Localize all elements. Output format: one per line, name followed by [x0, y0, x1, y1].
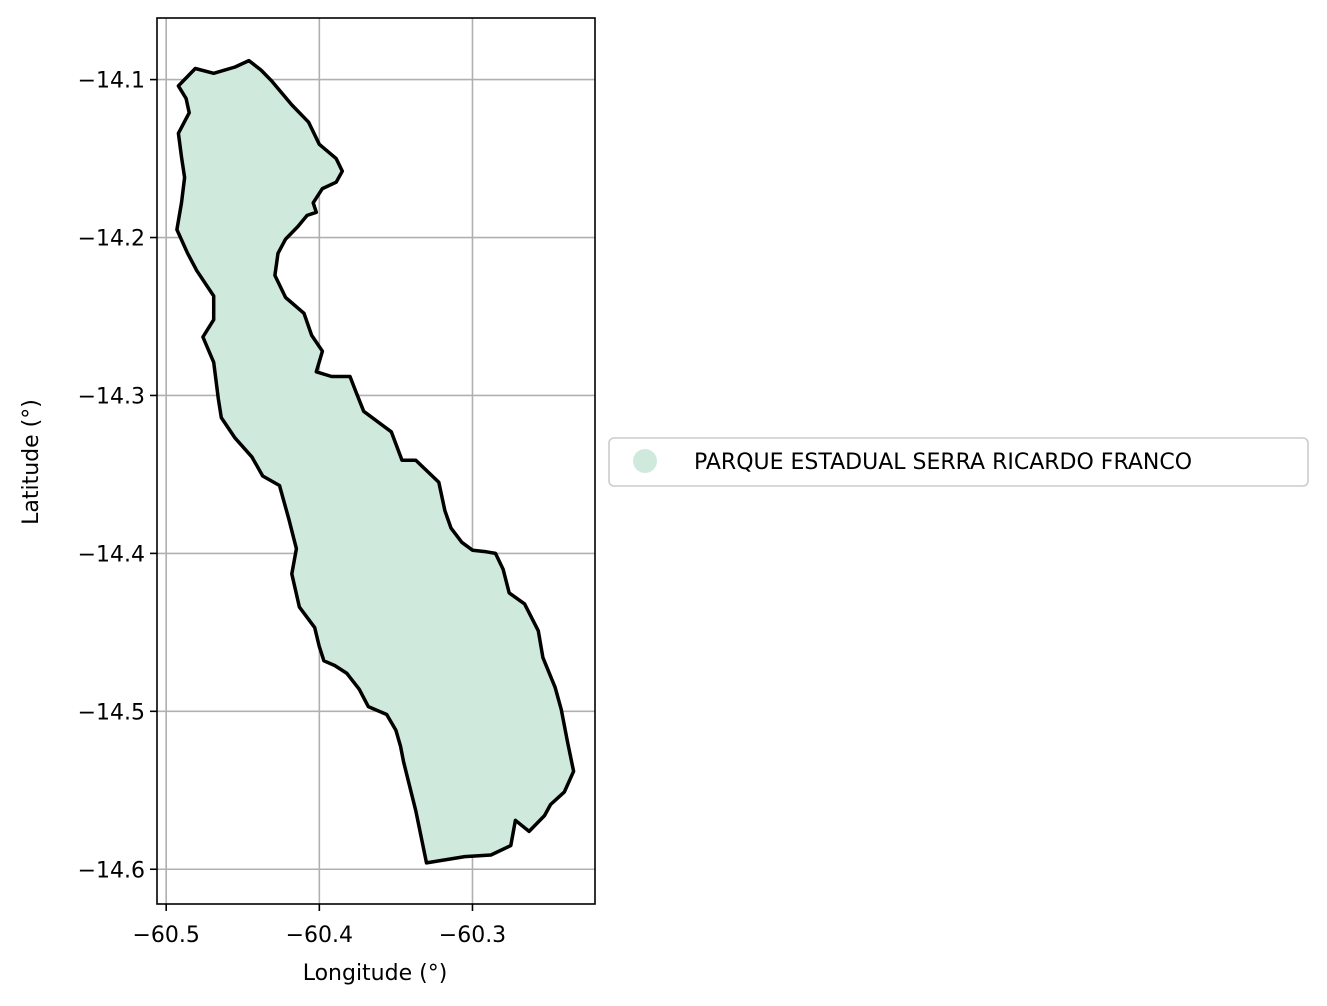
plot-frame	[156, 17, 596, 905]
park-polygon-layer	[175, 58, 576, 865]
legend-label: PARQUE ESTADUAL SERRA RICARDO FRANCO	[694, 450, 1192, 475]
y-tick-label: −14.2	[78, 227, 145, 252]
y-axis-ticks: −14.1 −14.2 −14.3 −14.4 −14.5 −14.6	[78, 69, 157, 883]
legend-marker	[633, 449, 657, 473]
y-tick-label: −14.4	[78, 542, 145, 567]
y-tick-label: −14.5	[78, 700, 145, 725]
x-tick-label: −60.5	[132, 923, 199, 948]
legend-box	[608, 437, 1309, 487]
park-boundary-polygon	[175, 58, 576, 865]
y-tick-label: −14.1	[78, 69, 145, 94]
legend: PARQUE ESTADUAL SERRA RICARDO FRANCO	[608, 437, 1309, 487]
y-tick-label: −14.6	[78, 858, 145, 883]
y-axis-label: Latitude (°)	[19, 399, 44, 525]
x-tick-label: −60.4	[286, 923, 353, 948]
x-tick-label: −60.3	[439, 923, 506, 948]
x-axis-label: Longitude (°)	[303, 961, 448, 986]
x-axis-ticks: −60.5 −60.4 −60.3	[132, 904, 506, 948]
y-tick-label: −14.3	[78, 384, 145, 409]
